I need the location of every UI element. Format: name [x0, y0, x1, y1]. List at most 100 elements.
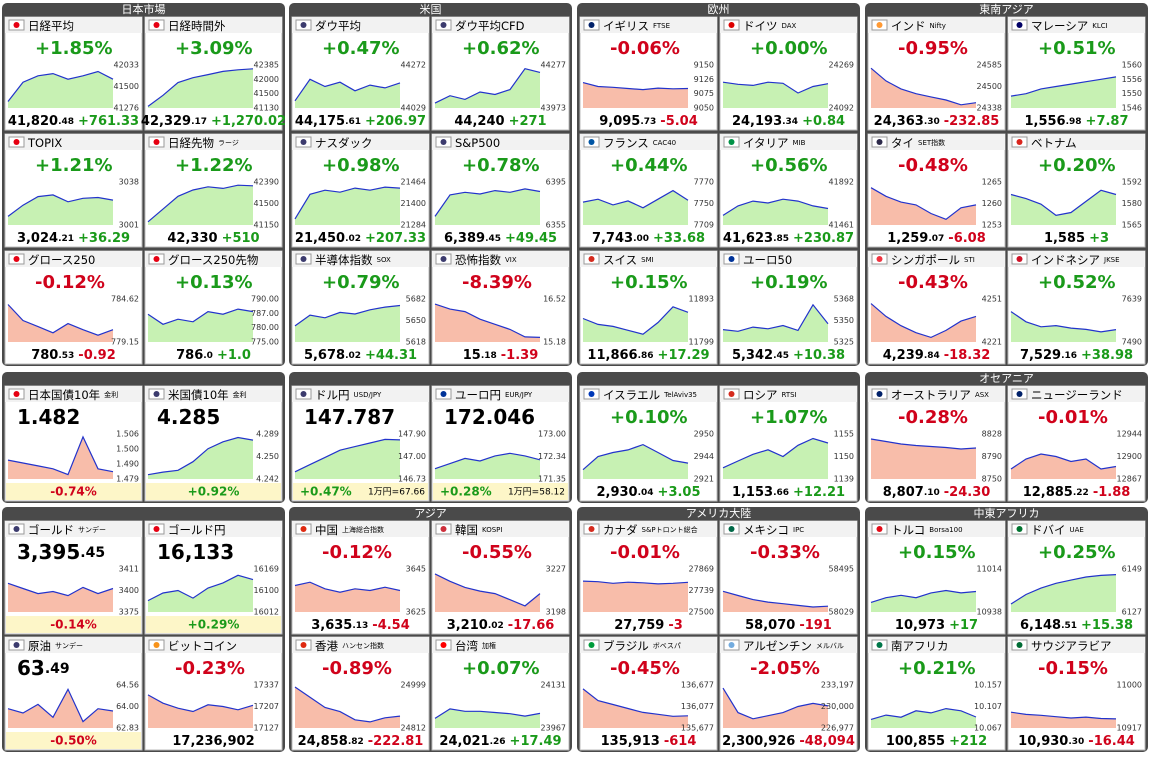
tile[interactable]: グロース250 784.62 779.15 -0.12% 780.53 -0.92: [4, 250, 143, 365]
tile[interactable]: メキシコ IPC 58495 58029 -0.33% 58,070 -191: [719, 520, 858, 635]
tile[interactable]: グロース250先物 790.00 787.00 780.00 775.00 +0.13% 7…: [144, 250, 283, 365]
tile[interactable]: フランス CAC40 7770 7750 7709 +0.44% 7,743.00 +33.6…: [579, 133, 718, 248]
axis-label: 6355: [546, 221, 566, 230]
tile[interactable]: 半導体指数 SOX 5682 5650 5618 +0.79% 5,678.02 +44.31: [291, 250, 430, 365]
chart-area: [871, 303, 976, 342]
chart-line: [294, 438, 401, 473]
tile[interactable]: 日経平均 42033 41500 41276 +1.85% 41,820.48 +761.3…: [4, 16, 143, 131]
axis-label: 4251: [982, 295, 1002, 304]
tile[interactable]: ユーロ円 EUR/JPY 173.00 172.34 171.35 172.046 +0.2…: [431, 385, 570, 502]
tile-name-text: スイス: [603, 253, 637, 267]
tile-head: [1008, 637, 1145, 653]
price: 58,070 -191: [745, 618, 832, 633]
tile[interactable]: カナダ S&Pトロント総合 27869 27739 27500 -0.01% 27,759-…: [579, 520, 718, 635]
tile-name: インドネシア JKSE: [1031, 253, 1120, 267]
tile[interactable]: ダウ平均CFD 44277 43973 +0.62% 44,240 +271: [431, 16, 570, 131]
flag-mark: [1016, 526, 1023, 532]
change-pct: +0.62%: [462, 38, 540, 59]
tile-head: [720, 386, 857, 402]
chart-line: [722, 687, 829, 720]
axis-label: 9075: [694, 89, 714, 98]
chart-area: [583, 581, 688, 612]
tile[interactable]: トルコ Borsa100 11014 10938 +0.15% 10,973 +17: [867, 520, 1006, 635]
tile[interactable]: ナスダック 21464 21400 21284 +0.98% 21,450.02 +207.…: [291, 133, 430, 248]
axis-label: 1155: [834, 430, 854, 439]
tile[interactable]: イタリア MIB 41892 41461 +0.56% 41,623.85 +230.87: [719, 133, 858, 248]
tile-bg: [144, 636, 283, 751]
tile[interactable]: ビットコイン 17337 17207 17127 -0.23% 17,236,902: [144, 636, 283, 751]
tile[interactable]: 日本国債10年 金利 1.506 1.500 1.490 1.479 1.482 -0.74%: [4, 385, 143, 502]
tile[interactable]: インド Nifty 24585 24500 24338 -0.95% 24,363.30 -2…: [867, 16, 1006, 131]
flag-mark: [588, 391, 595, 397]
group-header: 東南アジア: [979, 3, 1034, 16]
tile[interactable]: 中国 上海総合指数 3645 3625 -0.12% 3,635.13 -4.54: [291, 520, 430, 635]
axis-label: 5650: [406, 316, 426, 325]
chart-line: [294, 186, 401, 220]
tile[interactable]: 恐怖指数 VIX 16.52 15.18 -8.39% 15.18 -1.39: [431, 250, 570, 365]
tile-name-text: トルコ: [891, 523, 925, 537]
flag-mark: [728, 139, 735, 145]
tile[interactable]: シンガポール STI 4251 4221 -0.43% 4,239.84 -18.32: [867, 250, 1006, 365]
tile-code: TelAviv35: [663, 391, 697, 399]
change-pct: +0.44%: [610, 155, 688, 176]
tile-name: 中国 上海総合指数: [315, 523, 384, 537]
tile[interactable]: ドバイ UAE 6149 6127 +0.25% 6,148.51 +15.38: [1007, 520, 1146, 635]
price-change: +1.0: [217, 348, 251, 363]
price: 1,153.66 +12.21: [732, 485, 845, 500]
tile[interactable]: ゴールド サンデー 3411 3400 3375 3,395.45 -0.14%: [4, 520, 143, 635]
tile[interactable]: スイス SMI 11893 11799 +0.15% 11,866.86 +17.29: [579, 250, 718, 365]
tile[interactable]: タイ SET指数 1265 1260 1253 -0.48% 1,259.07 -6.08: [867, 133, 1006, 248]
tile-name-text: 日経先物: [168, 136, 214, 150]
tile[interactable]: 米国債10年 金利 4.289 4.250 4.242 4.285 +0.92%: [144, 385, 283, 502]
tile[interactable]: ユーロ50 5368 5350 5325 +0.19% 5,342.45 +10.38: [719, 250, 858, 365]
axis-label: 41500: [114, 82, 139, 91]
axis-label: 1546: [1122, 104, 1142, 113]
tile[interactable]: サウジアラビア 11000 10917 -0.15% 10,930.30 -16.44: [1007, 636, 1146, 751]
tile[interactable]: TOPIX 3038 3001 +1.21% 3,024.21 +36.29: [4, 133, 143, 248]
flag-mark: [300, 526, 307, 532]
tile-code: 上海総合指数: [342, 525, 384, 534]
tile[interactable]: ドイツ DAX 24269 24092 +0.00% 24,193.34 +0.84: [719, 16, 858, 131]
tile-head: [292, 17, 429, 33]
tile[interactable]: イスラエル TelAviv35 2950 2944 2921 +0.10% 2,930.04…: [579, 385, 718, 502]
axis-label: 1565: [1122, 221, 1142, 230]
tile-name-text: アルゼンチン: [743, 639, 812, 653]
axis-label: 44272: [401, 61, 426, 70]
tile[interactable]: 香港 ハンセン指数 24999 24812 -0.89% 24,858.82 -222.81: [291, 636, 430, 751]
tile[interactable]: ゴールド円 16169 16100 16012 16,133 +0.29%: [144, 520, 283, 635]
tile[interactable]: イギリス FTSE 9150 9126 9075 9050 -0.06% 9,095.73 -5…: [579, 16, 718, 131]
flag-mark: [876, 256, 883, 262]
tile[interactable]: 台湾 加権 24131 23967 +0.07% 24,021.26 +17.49: [431, 636, 570, 751]
tile[interactable]: ニュージーランド 12944 12900 12867 -0.01% 12,885.22 -1…: [1007, 385, 1146, 502]
tile[interactable]: S&P500 6395 6355 +0.78% 6,389.45 +49.45: [431, 133, 570, 248]
tile[interactable]: ダウ平均 44272 44029 +0.47% 44,175.61 +206.97: [291, 16, 430, 131]
tile[interactable]: 南アフリカ 10.157 10.107 10.067 +0.21% 100,855 +212: [867, 636, 1006, 751]
axis-label: 24585: [977, 61, 1002, 70]
tile[interactable]: オーストラリア ASX 8828 8790 8750 -0.28% 8,807.10 -24.…: [867, 385, 1006, 502]
big-value: 1.482: [17, 405, 80, 429]
tile[interactable]: アルゼンチン メルバル 233,197 230,000 226,977 -2.05% 2,3…: [719, 636, 858, 751]
group-header: 中東アフリカ: [974, 507, 1040, 520]
tile[interactable]: インドネシア JKSE 7639 7490 +0.52% 7,529.16 +38.98: [1007, 250, 1146, 365]
tile[interactable]: マレーシア KLCI 1560 1556 1550 1546 +0.51% 1,556.98 +…: [1007, 16, 1146, 131]
tile-head: [580, 134, 717, 150]
chart-line: [147, 574, 254, 602]
tile-code: EUR/JPY: [505, 391, 533, 399]
tile[interactable]: ブラジル ボベスパ 136,677 136,077 135,677 -0.45% 135,9…: [579, 636, 718, 751]
tile[interactable]: ロシア RTSI 1155 1150 1139 +1.07% 1,153.66 +12.21: [719, 385, 858, 502]
chart-line: [434, 573, 541, 607]
tile[interactable]: 日経先物 ラージ 42390 41500 41150 +1.22% 42,330 +510: [144, 133, 283, 248]
tile-name-text: オーストラリア: [891, 388, 971, 402]
tile-bg: [4, 520, 143, 635]
tile[interactable]: ドル円 USD/JPY 147.90 147.00 146.73 147.787 +0.47…: [291, 385, 430, 502]
change-pct: +0.10%: [610, 407, 688, 428]
price-change: +12.21: [793, 485, 845, 500]
tile[interactable]: 日経時間外 42385 42000 41500 41130 +3.09% 42,329.17…: [141, 16, 286, 131]
tile[interactable]: 韓国 KOSPI 3227 3198 -0.55% 3,210.02 -17.66: [431, 520, 570, 635]
price: 27,759 -3: [614, 618, 683, 633]
axis-label: 27739: [689, 586, 714, 595]
price-dec: .10: [924, 488, 940, 498]
tile[interactable]: 原油 サンデー 64.56 64.00 62.83 63.49 -0.50%: [4, 636, 143, 751]
change-pct: -8.39%: [462, 272, 532, 293]
tile[interactable]: ベトナム 1592 1580 1565 +0.20% 1,585 +3: [1007, 133, 1146, 248]
